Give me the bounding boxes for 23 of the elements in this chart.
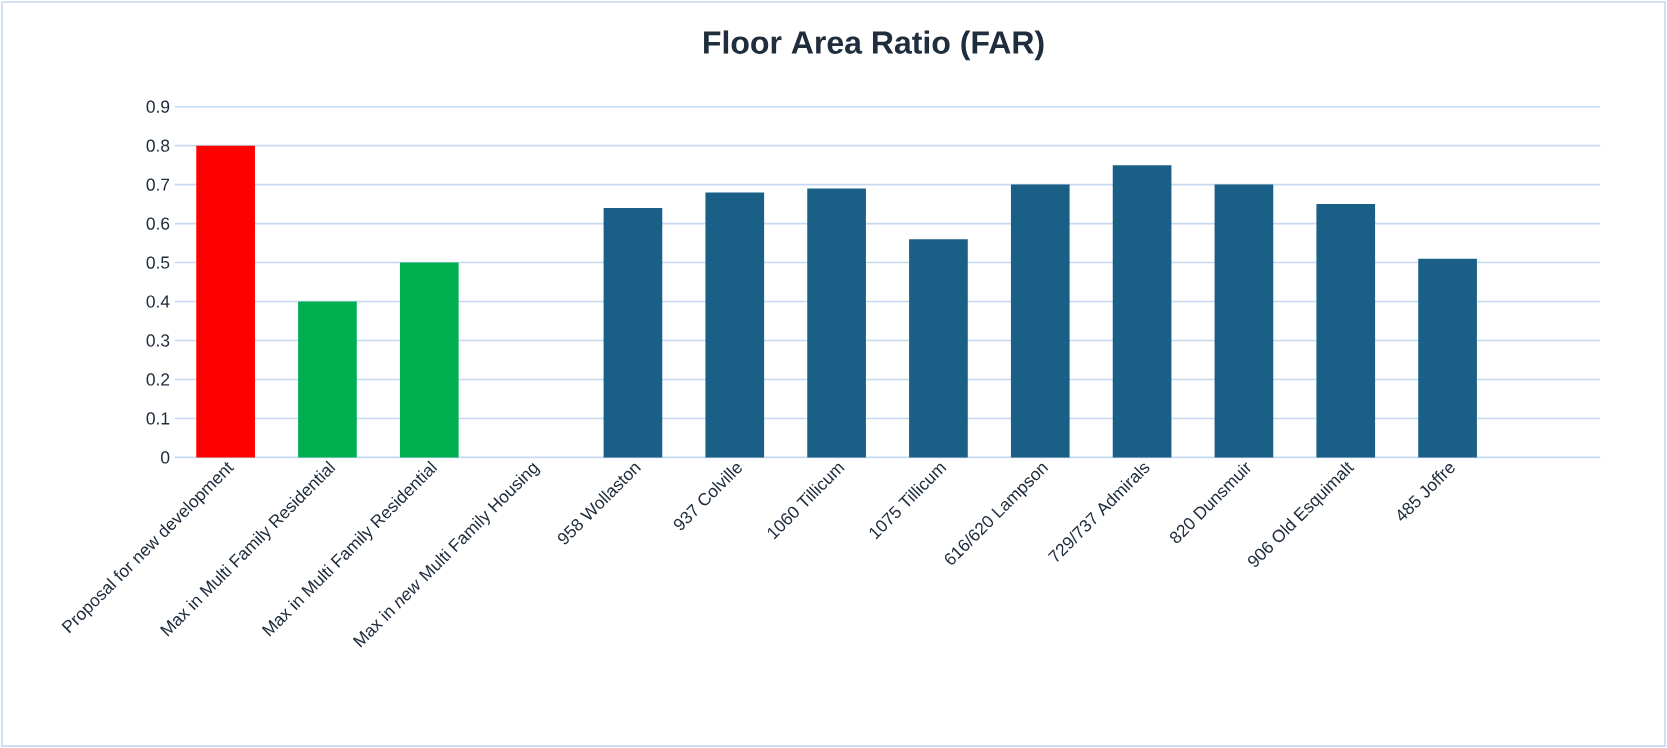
- bar: [909, 239, 968, 458]
- y-tick-label: 0: [161, 451, 170, 464]
- y-tick-label: 0.7: [146, 178, 170, 191]
- y-tick-label: 0.4: [146, 295, 170, 308]
- y-tick-label: 0.1: [146, 412, 170, 425]
- bar: [1112, 165, 1172, 458]
- bar: [1418, 258, 1477, 458]
- chart-title: Floor Area Ratio (FAR): [704, 30, 1044, 61]
- bar: [1214, 184, 1274, 458]
- bar: [298, 301, 357, 458]
- bar: [399, 262, 459, 458]
- bar: [705, 192, 765, 458]
- bar: [196, 145, 255, 458]
- y-tick-label: 0.9: [146, 100, 170, 113]
- bar: [1316, 204, 1376, 458]
- bar: [807, 188, 866, 458]
- y-tick-label: 0.5: [146, 256, 170, 269]
- bar: [1010, 184, 1070, 458]
- bar: [603, 207, 663, 458]
- y-tick-label: 0.2: [146, 373, 170, 386]
- y-tick-label: 0.8: [146, 139, 170, 152]
- y-tick-label: 0.3: [146, 334, 170, 347]
- y-tick-label: 0.6: [146, 217, 170, 230]
